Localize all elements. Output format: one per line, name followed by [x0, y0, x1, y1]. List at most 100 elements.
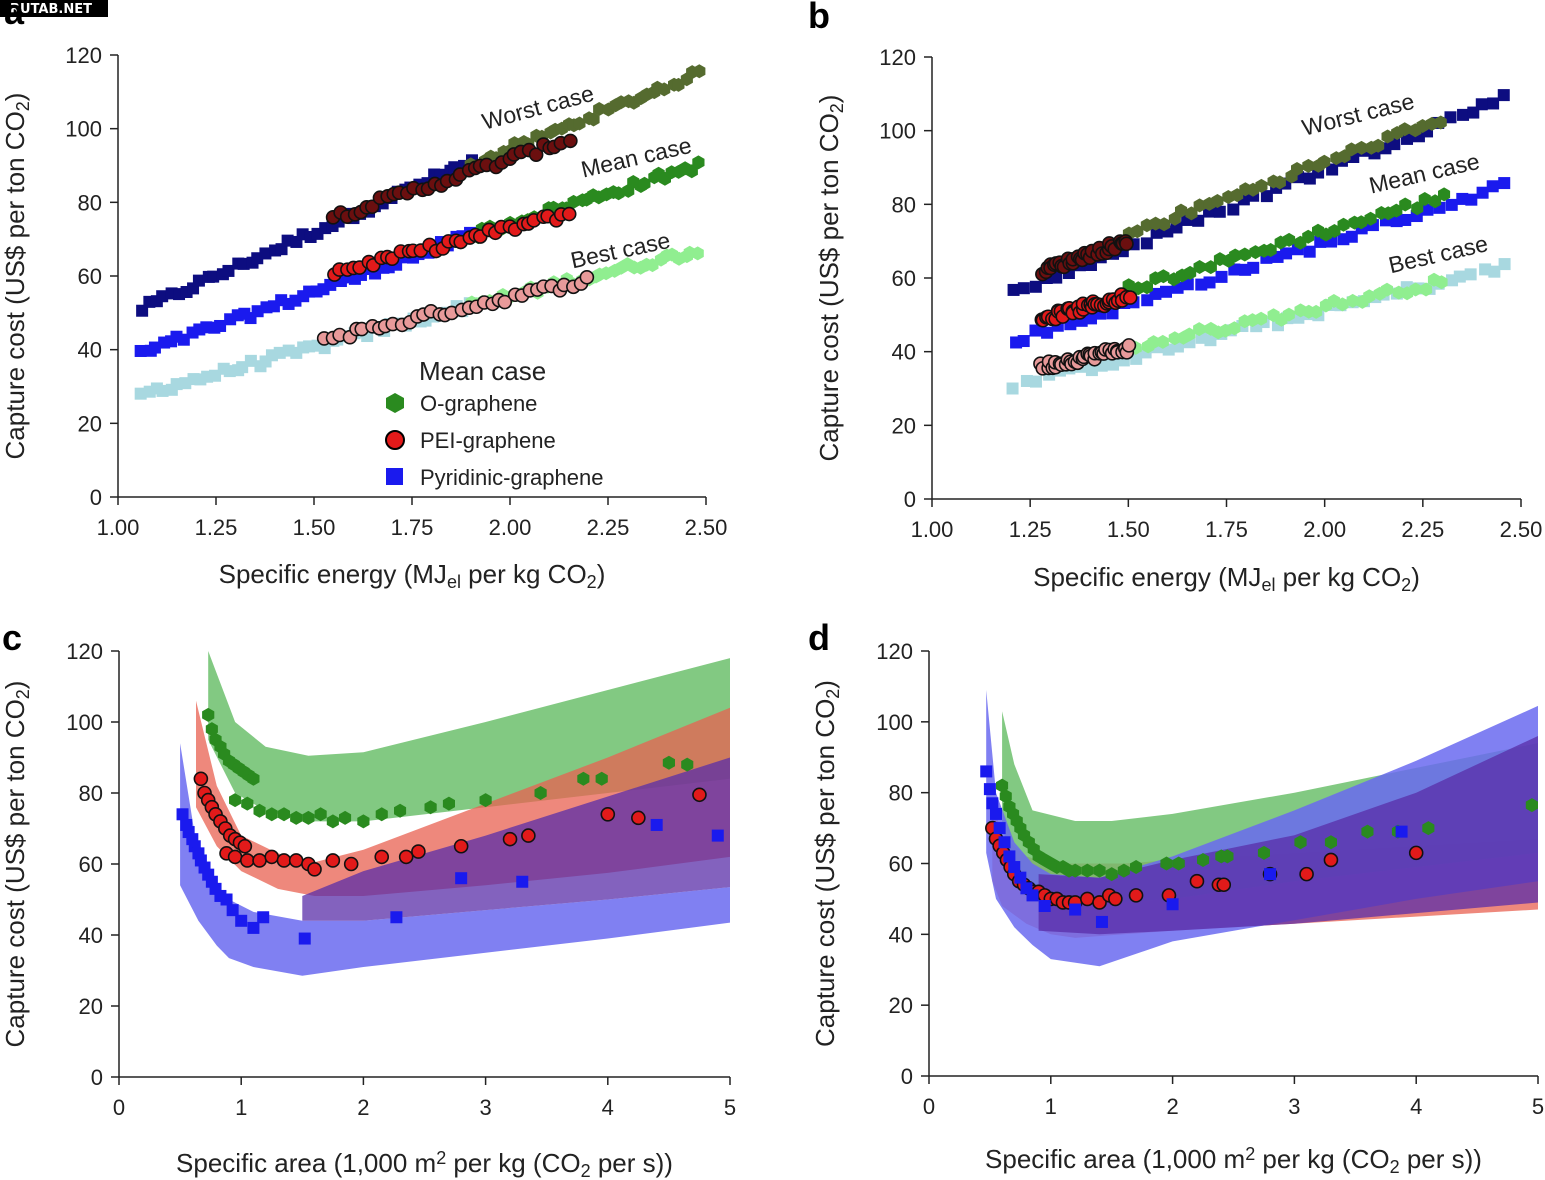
point-o-graphene	[229, 793, 242, 808]
point-o-graphene	[202, 707, 215, 722]
y-axis-title: Capture cost (US$ per ton CO2)	[814, 95, 847, 462]
point-pei-graphene-mean	[561, 206, 577, 222]
point-o-graphene-mean	[1302, 229, 1315, 244]
legend-entry-pei-graphene: PEI-graphene	[420, 428, 556, 453]
point-pyridinic-graphene	[993, 822, 1006, 835]
point-o-graphene-mean	[1193, 260, 1206, 274]
point-pyridinic-graphene-best	[1107, 358, 1120, 371]
legend-title: Mean case	[419, 356, 546, 386]
point-o-graphene	[1324, 835, 1337, 850]
point-pei-graphene	[264, 849, 280, 865]
point-pei-graphene	[227, 849, 243, 865]
point-pyridinic-graphene-best	[1498, 258, 1511, 271]
point-pyridinic-graphene	[257, 911, 270, 924]
point-pyridinic-graphene-mean	[1228, 263, 1241, 276]
point-pyridinic-graphene-mean	[1486, 180, 1499, 193]
point-pyridinic-graphene-mean	[1041, 326, 1054, 339]
point-o-graphene	[265, 807, 278, 822]
point-o-graphene	[999, 789, 1012, 804]
point-o-graphene	[1130, 860, 1143, 874]
point-pyridinic-graphene	[235, 914, 248, 927]
point-pyridinic-graphene-mean	[1215, 270, 1228, 283]
point-pyridinic-graphene-mean	[1456, 192, 1469, 205]
point-o-graphene	[357, 814, 370, 829]
point-o-graphene	[253, 803, 266, 818]
x-tick-label: 2	[357, 1095, 369, 1120]
point-pyridinic-graphene-best	[1006, 382, 1019, 395]
point-o-graphene-worst	[1158, 217, 1171, 232]
point-pyridinic-graphene-mean	[1160, 285, 1173, 298]
point-pyridinic-graphene	[980, 765, 993, 778]
point-pyridinic-graphene	[1026, 889, 1039, 902]
point-pyridinic-graphene-best	[244, 354, 257, 367]
panel-d-chart: Specific area (1,000 m2 per kg (CO2 per …	[810, 639, 1544, 1177]
point-pei-graphene-best	[579, 269, 595, 285]
point-pyridinic-graphene-best	[1453, 270, 1466, 283]
y-tick-label: 0	[901, 1064, 913, 1089]
point-o-graphene	[1117, 863, 1130, 878]
point-o-graphene	[1197, 853, 1210, 867]
point-o-graphene-mean	[685, 164, 698, 179]
point-pyridinic-graphene-mean	[1247, 261, 1260, 274]
point-o-graphene-worst	[1131, 224, 1144, 239]
point-o-graphene	[1105, 867, 1118, 882]
point-pyridinic-graphene-mean	[1029, 324, 1042, 337]
point-pyridinic-graphene-worst	[259, 247, 272, 260]
point-o-graphene-best	[1193, 322, 1206, 337]
point-o-graphene	[1422, 821, 1435, 836]
point-pyridinic-graphene-worst	[1227, 203, 1240, 216]
point-o-graphene-mean	[1238, 247, 1251, 262]
point-o-graphene	[314, 807, 327, 822]
x-tick-label: 4	[1410, 1094, 1422, 1119]
point-pyridinic-graphene	[1264, 868, 1277, 881]
point-pyridinic-graphene-mean	[1085, 312, 1098, 325]
point-o-graphene-worst	[1175, 203, 1188, 218]
point-pyridinic-graphene	[989, 807, 1002, 820]
watermark-background	[0, 0, 108, 17]
point-o-graphene-mean	[1399, 197, 1412, 212]
point-o-graphene-worst	[1398, 122, 1411, 137]
x-tick-label: 2.50	[685, 515, 728, 540]
point-o-graphene-worst	[1381, 129, 1394, 144]
point-pei-graphene-best	[1121, 338, 1137, 353]
point-pei-graphene	[1216, 877, 1232, 893]
point-pyridinic-graphene-worst	[156, 290, 169, 303]
point-pyridinic-graphene-worst	[1457, 108, 1470, 121]
point-pyridinic-graphene-mean	[134, 344, 147, 357]
point-o-graphene-mean	[1438, 187, 1451, 202]
point-pei-graphene	[631, 810, 646, 826]
point-o-graphene-worst	[1302, 158, 1315, 173]
point-o-graphene-best	[1409, 282, 1422, 297]
x-axis-title: Specific area (1,000 m2 per kg (CO2 per …	[176, 1148, 673, 1180]
y-tick-label: 80	[79, 781, 103, 806]
point-o-graphene	[1525, 798, 1538, 813]
point-o-graphene-best	[1336, 297, 1349, 312]
point-o-graphene-mean	[1328, 224, 1341, 238]
point-o-graphene	[595, 771, 608, 786]
point-o-graphene-worst	[1255, 178, 1268, 193]
point-o-graphene	[247, 771, 260, 786]
y-tick-label: 20	[889, 993, 913, 1018]
point-pyridinic-graphene-mean	[324, 278, 337, 291]
point-pyridinic-graphene	[1020, 882, 1033, 895]
watermark-text: RUTAB.NET	[10, 2, 92, 17]
point-pyridinic-graphene-mean	[148, 341, 161, 354]
point-pyridinic-graphene	[298, 932, 311, 945]
point-o-graphene-mean	[612, 186, 625, 201]
point-o-graphene-best	[1147, 335, 1160, 350]
y-tick-label: 60	[892, 266, 916, 291]
point-pyridinic-graphene-worst	[1150, 226, 1163, 239]
point-o-graphene-worst	[573, 116, 586, 131]
point-o-graphene-worst	[1355, 140, 1368, 155]
point-pei-graphene	[374, 849, 390, 865]
point-o-graphene	[277, 807, 290, 822]
point-pei-graphene	[1080, 891, 1095, 907]
point-o-graphene-worst	[658, 82, 671, 97]
point-pyridinic-graphene	[986, 797, 999, 810]
point-o-graphene-best	[1310, 304, 1323, 319]
point-o-graphene-worst	[1416, 119, 1429, 133]
x-tick-label: 1.25	[195, 515, 238, 540]
point-pyridinic-graphene-worst	[1497, 89, 1510, 102]
point-pyridinic-graphene-best	[134, 387, 147, 400]
point-pei-graphene-best	[497, 294, 513, 310]
